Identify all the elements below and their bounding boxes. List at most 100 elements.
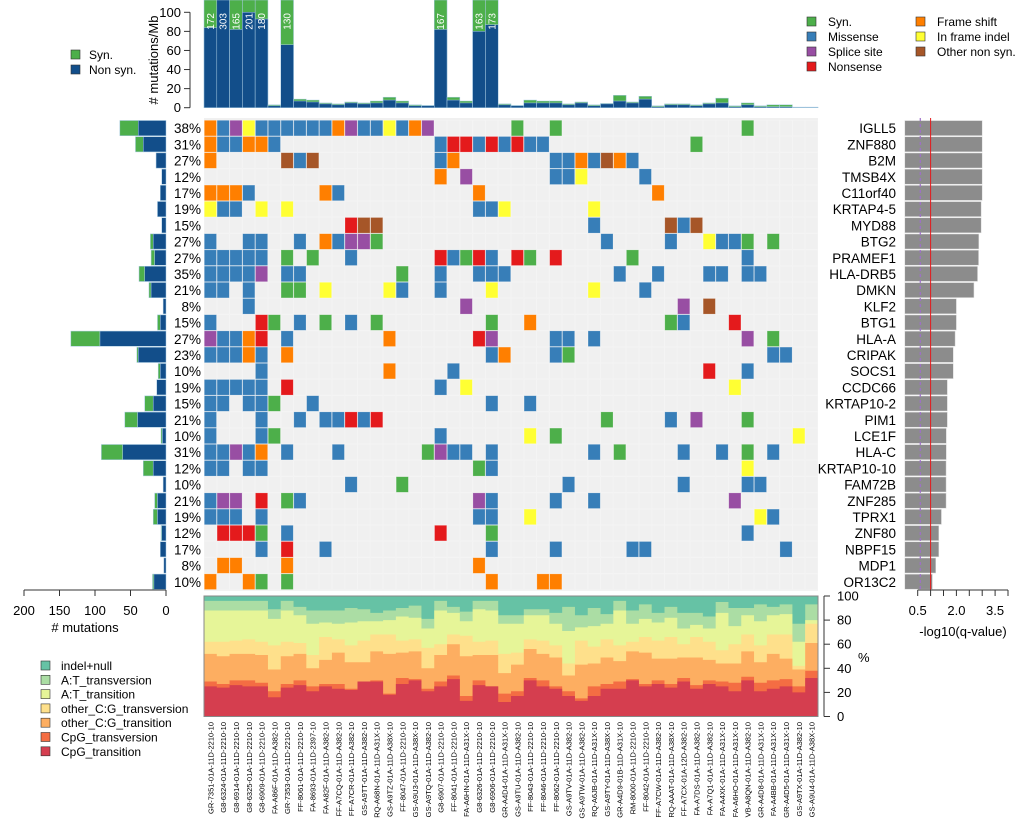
heatmap-cell-frame-shift [229, 184, 243, 202]
gene-name-label: HLA-A [856, 332, 896, 347]
heatmap-cell-empty [728, 508, 742, 526]
heatmap-cell-empty [792, 314, 806, 331]
sample-label: GS-A9TX-01A-11D-A382-10 [795, 722, 804, 817]
heatmap-cell-empty [792, 152, 806, 169]
heatmap-cell-empty [498, 249, 511, 266]
heatmap-cell-empty [267, 281, 281, 299]
heatmap-cell-empty [459, 217, 473, 234]
heatmap-cell-empty [408, 298, 422, 315]
qvalue-bar [904, 509, 942, 525]
gene-bar-nonsyn [153, 573, 167, 590]
heatmap-cell-empty [677, 427, 691, 445]
heatmap-cell-missense [728, 233, 742, 250]
tmb-bar-nonsyn [485, 24, 499, 108]
heatmap-cell-missense [702, 265, 716, 283]
heatmap-cell-empty [702, 330, 716, 347]
heatmap-cell-empty [357, 427, 371, 445]
heatmap-cell-missense [549, 541, 563, 558]
sample-label: G8-6324-01A-11D-2210-10 [219, 722, 228, 813]
heatmap-cell-missense [549, 492, 563, 509]
heatmap-cell-empty [664, 524, 678, 542]
heatmap-cell-empty [638, 249, 652, 266]
gene-bar-nonsyn [154, 249, 167, 266]
heatmap-cell-empty [421, 184, 435, 202]
heatmap-cell-empty [421, 168, 435, 185]
heatmap-cell-empty [574, 233, 588, 250]
heatmap-cell-missense [677, 443, 691, 461]
gene-bar-nonsyn [162, 298, 167, 315]
sample-label: FF-A7CR-01A-11D-A382-10 [347, 722, 356, 816]
heatmap-cell-empty [319, 136, 332, 153]
heatmap-cell-empty [267, 184, 281, 202]
heatmap-cell-empty [267, 541, 281, 558]
sample-label: G8-6909-01A-11D-2210-10 [258, 722, 267, 813]
heatmap-cell-empty [792, 136, 806, 153]
heatmap-cell-frame-shift [255, 136, 268, 153]
heatmap-cell-splice-site [357, 233, 371, 250]
heatmap-cell-empty [587, 362, 601, 380]
heatmap-cell-splice-site [255, 265, 268, 283]
heatmap-cell-splice-site [472, 492, 486, 509]
heatmap-cell-empty [255, 217, 268, 234]
heatmap-cell-empty [331, 249, 345, 266]
heatmap-cell-empty [690, 508, 703, 526]
heatmap-cell-empty [766, 460, 780, 477]
heatmap-cell-empty [357, 265, 371, 283]
heatmap-cell-empty [728, 476, 742, 493]
heatmap-cell-empty [331, 168, 345, 185]
tmb-bar-nonsyn [651, 106, 665, 108]
heatmap-cell-empty [408, 265, 422, 283]
heatmap-cell-splice-site [229, 492, 243, 509]
heatmap-cell-empty [242, 492, 256, 509]
heatmap-cell-empty [702, 201, 716, 218]
heatmap-cell-nonsense [447, 136, 460, 153]
heatmap-cell-empty [651, 427, 665, 445]
heatmap-cell-empty [677, 168, 691, 185]
heatmap-cell-missense [293, 492, 307, 509]
heatmap-cell-missense [677, 217, 691, 234]
heatmap-cell-empty [319, 492, 332, 509]
heatmap-cell-missense [229, 379, 243, 396]
heatmap-cell-empty [331, 492, 345, 509]
heatmap-cell-empty [805, 168, 819, 185]
heatmap-cell-empty [677, 362, 691, 380]
heatmap-cell-splice-site [344, 233, 358, 250]
heatmap-cell-empty [421, 460, 435, 477]
heatmap-cell-missense [498, 265, 511, 283]
heatmap-cell-missense [319, 120, 332, 137]
heatmap-cell-empty [293, 443, 307, 461]
heatmap-cell-empty [715, 411, 729, 428]
heatmap-cell-empty [702, 249, 716, 266]
heatmap-cell-empty [229, 168, 243, 185]
heatmap-cell-empty [472, 120, 486, 137]
heatmap-cell-empty [523, 168, 537, 185]
heatmap-cell-empty [792, 541, 806, 558]
heatmap-cell-empty [357, 573, 371, 590]
heatmap-cell-empty [472, 411, 486, 428]
heatmap-cell-empty [319, 476, 332, 493]
heatmap-cell-syn- [549, 120, 563, 137]
heatmap-cell-empty [229, 395, 243, 412]
qvalue-bar [904, 201, 982, 217]
heatmap-cell-empty [216, 314, 230, 331]
heatmap-cell-empty [651, 524, 665, 542]
heatmap-cell-empty [549, 379, 563, 396]
gene-percent-label: 12% [174, 461, 201, 476]
spectrum-y-axis-title: % [858, 650, 870, 665]
heatmap-cell-empty [626, 281, 639, 299]
gene-name-label: BTG2 [861, 235, 896, 250]
sample-label: GR-7351-01A-11D-2210-10 [206, 722, 215, 814]
heatmap-cell-splice-site [728, 492, 742, 509]
heatmap-cell-empty [536, 346, 550, 364]
heatmap-cell-empty [779, 411, 793, 428]
heatmap-cell-missense [638, 541, 652, 558]
heatmap-cell-empty [523, 120, 537, 137]
qvalue-bar [904, 185, 983, 201]
tmb-bar-total-label: 180 [257, 13, 268, 30]
heatmap-cell-empty [549, 557, 563, 574]
heatmap-cell-empty [498, 443, 511, 461]
heatmap-cell-empty [613, 476, 627, 493]
gene-name-label: CCDC66 [842, 380, 896, 395]
gene-name-label: KRTAP10-2 [825, 397, 896, 412]
heatmap-cell-empty [357, 395, 371, 412]
